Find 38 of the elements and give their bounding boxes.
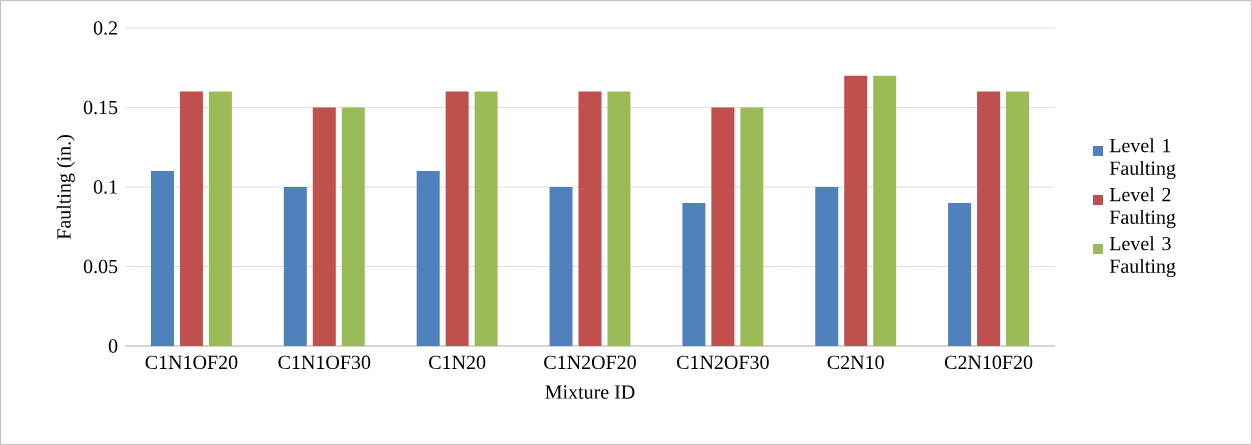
y-tick-label: 0 [108,339,118,353]
bar [815,186,839,346]
bar [682,202,706,346]
bar [873,75,897,346]
bar [445,91,469,346]
bar [208,91,232,346]
legend-label: Level 2 Faulting [1109,187,1176,229]
bar [474,91,498,346]
bar [607,91,631,346]
bar [549,186,573,346]
legend-label: Level 1 Faulting [1109,138,1176,180]
x-tick-label: C1N2OF30 [677,355,769,370]
y-tick-label: 0.15 [83,100,118,115]
x-axis-title: Mixture ID [545,385,635,399]
x-tick-label: C2N10 [827,355,884,370]
y-axis-title: Faulting (in.) [56,135,75,240]
legend-label: Level 3 Faulting [1109,236,1176,278]
bar [844,75,868,346]
bar [1006,91,1030,346]
x-tick-label: C1N1OF20 [145,355,238,370]
bar [283,186,307,346]
bar [578,91,602,346]
bar [416,171,440,346]
bar [740,107,764,346]
x-tick-label: C1N2OF20 [544,355,636,370]
bar [312,107,336,346]
x-tick-label: C1N1OF30 [278,355,371,370]
y-tick-label: 0.05 [83,259,118,274]
y-tick-label: 0.2 [93,21,117,35]
bar [948,202,972,346]
bar [341,107,365,346]
bar [179,91,203,346]
bar [150,171,174,346]
bar [977,91,1001,346]
y-tick-label: 0.1 [93,180,117,194]
x-tick-label: C2N10F20 [944,355,1033,370]
bar [711,107,735,346]
x-tick-label: C1N20 [429,355,486,370]
